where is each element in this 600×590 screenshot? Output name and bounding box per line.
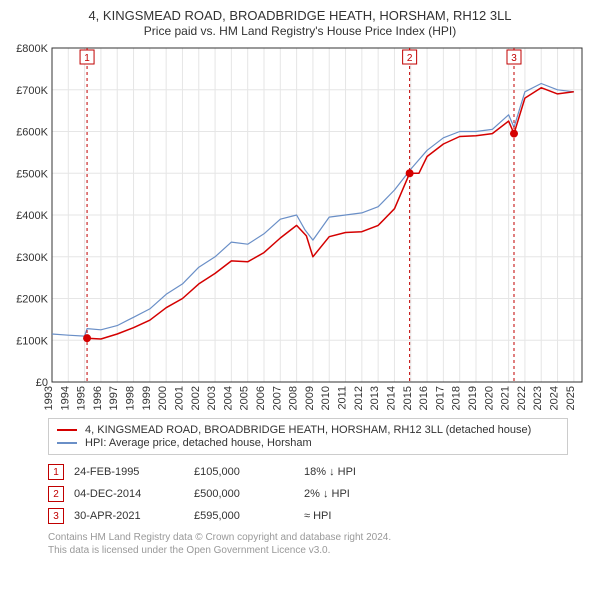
svg-text:2022: 2022: [516, 386, 528, 410]
marker-index-box: 1: [48, 464, 64, 480]
legend-label: 4, KINGSMEAD ROAD, BROADBRIDGE HEATH, HO…: [85, 424, 531, 436]
svg-text:2006: 2006: [255, 386, 267, 410]
svg-text:1993: 1993: [43, 386, 55, 410]
svg-text:2025: 2025: [565, 386, 577, 410]
price-chart: £0£100K£200K£300K£400K£500K£600K£700K£80…: [8, 42, 592, 412]
svg-text:2012: 2012: [353, 386, 365, 410]
svg-text:2018: 2018: [451, 386, 463, 410]
marker-delta: ≈ HPI: [304, 510, 424, 522]
chart-svg: £0£100K£200K£300K£400K£500K£600K£700K£80…: [8, 42, 592, 412]
svg-text:2002: 2002: [190, 386, 202, 410]
svg-text:2016: 2016: [418, 386, 430, 410]
svg-text:2001: 2001: [173, 386, 185, 410]
chart-legend: 4, KINGSMEAD ROAD, BROADBRIDGE HEATH, HO…: [48, 418, 568, 455]
svg-text:1996: 1996: [92, 386, 104, 410]
svg-text:£800K: £800K: [16, 43, 48, 55]
footnote-line: This data is licensed under the Open Gov…: [48, 544, 568, 557]
svg-text:2019: 2019: [467, 386, 479, 410]
svg-text:2005: 2005: [239, 386, 251, 410]
svg-text:2015: 2015: [402, 386, 414, 410]
svg-text:£400K: £400K: [16, 210, 48, 222]
legend-row: 4, KINGSMEAD ROAD, BROADBRIDGE HEATH, HO…: [57, 424, 559, 436]
marker-price: £105,000: [194, 466, 304, 478]
svg-text:£600K: £600K: [16, 127, 48, 139]
marker-date: 30-APR-2021: [74, 510, 194, 522]
svg-text:1995: 1995: [76, 386, 88, 410]
svg-text:2003: 2003: [206, 386, 218, 410]
footnote-line: Contains HM Land Registry data © Crown c…: [48, 531, 568, 544]
svg-text:2017: 2017: [434, 386, 446, 410]
svg-text:3: 3: [511, 53, 517, 64]
svg-text:2024: 2024: [549, 386, 561, 410]
svg-text:1999: 1999: [141, 386, 153, 410]
legend-swatch: [57, 442, 77, 444]
marker-price: £595,000: [194, 510, 304, 522]
marker-index-box: 2: [48, 486, 64, 502]
svg-text:2014: 2014: [385, 386, 397, 410]
svg-text:2010: 2010: [320, 386, 332, 410]
marker-date: 24-FEB-1995: [74, 466, 194, 478]
marker-row: 3 30-APR-2021£595,000≈ HPI: [48, 505, 568, 527]
svg-text:2009: 2009: [304, 386, 316, 410]
legend-row: HPI: Average price, detached house, Hors…: [57, 437, 559, 449]
svg-text:2000: 2000: [157, 386, 169, 410]
marker-delta: 18% ↓ HPI: [304, 466, 424, 478]
svg-text:1: 1: [84, 53, 90, 64]
svg-text:£500K: £500K: [16, 168, 48, 180]
svg-text:2021: 2021: [500, 386, 512, 410]
marker-price: £500,000: [194, 488, 304, 500]
footnote: Contains HM Land Registry data © Crown c…: [48, 531, 568, 557]
svg-text:2013: 2013: [369, 386, 381, 410]
svg-text:2: 2: [407, 53, 413, 64]
page-subtitle: Price paid vs. HM Land Registry's House …: [8, 24, 592, 38]
svg-text:£200K: £200K: [16, 294, 48, 306]
marker-delta: 2% ↓ HPI: [304, 488, 424, 500]
svg-text:2011: 2011: [337, 386, 349, 410]
svg-text:£300K: £300K: [16, 252, 48, 264]
svg-text:1994: 1994: [59, 386, 71, 410]
marker-index-box: 3: [48, 508, 64, 524]
marker-row: 1 24-FEB-1995£105,00018% ↓ HPI: [48, 461, 568, 483]
page-title: 4, KINGSMEAD ROAD, BROADBRIDGE HEATH, HO…: [8, 8, 592, 23]
svg-text:2004: 2004: [222, 386, 234, 410]
svg-text:2007: 2007: [271, 386, 283, 410]
svg-text:1998: 1998: [125, 386, 137, 410]
svg-text:2008: 2008: [288, 386, 300, 410]
svg-text:2020: 2020: [483, 386, 495, 410]
svg-text:£100K: £100K: [16, 335, 48, 347]
marker-date: 04-DEC-2014: [74, 488, 194, 500]
svg-text:£700K: £700K: [16, 85, 48, 97]
svg-text:1997: 1997: [108, 386, 120, 410]
markers-table: 1 24-FEB-1995£105,00018% ↓ HPI 2 04-DEC-201…: [48, 461, 568, 527]
svg-text:2023: 2023: [532, 386, 544, 410]
legend-label: HPI: Average price, detached house, Hors…: [85, 437, 312, 449]
marker-row: 2 04-DEC-2014£500,0002% ↓ HPI: [48, 483, 568, 505]
legend-swatch: [57, 429, 77, 431]
